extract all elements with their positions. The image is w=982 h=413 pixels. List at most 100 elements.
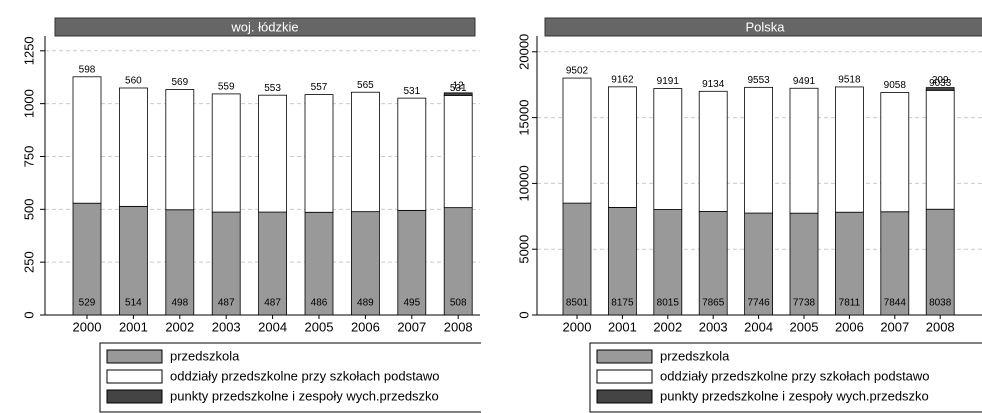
bar-segment xyxy=(443,92,473,96)
bar-segment xyxy=(350,211,380,316)
bar-segment xyxy=(397,97,427,211)
value-label: 514 xyxy=(125,298,142,309)
panel-header xyxy=(54,17,476,37)
bar-segment xyxy=(925,87,955,91)
x-tick-label: 2006 xyxy=(835,319,864,334)
panel-title: woj. łódzkie xyxy=(230,19,298,34)
value-label: 8175 xyxy=(611,298,634,309)
value-label: 8501 xyxy=(566,298,589,309)
value-label: 7746 xyxy=(747,298,770,309)
bar-segment xyxy=(443,207,473,316)
x-tick-label: 2006 xyxy=(351,319,380,334)
legend-label: przedszkola xyxy=(170,348,240,363)
x-tick-label: 2002 xyxy=(653,319,682,334)
bar-segment xyxy=(925,89,955,210)
x-tick-label: 2000 xyxy=(73,319,102,334)
y-tick-label: 20000 xyxy=(516,34,531,70)
x-tick-label: 2004 xyxy=(258,319,287,334)
y-tick-label: 5000 xyxy=(516,235,531,264)
bar-segment xyxy=(925,208,955,316)
bar-segment xyxy=(744,86,773,214)
value-label: 531 xyxy=(450,83,467,94)
x-tick-label: 2005 xyxy=(305,319,334,334)
value-label: 9491 xyxy=(793,76,816,87)
legend-label: przedszkola xyxy=(660,348,730,363)
bar-segment xyxy=(258,211,288,316)
bar-segment xyxy=(744,212,773,316)
bar-segment xyxy=(350,91,380,213)
bar-segment xyxy=(304,94,334,213)
x-tick-label: 2002 xyxy=(165,319,194,334)
value-label: 9191 xyxy=(657,76,680,87)
value-label: 557 xyxy=(311,82,328,93)
value-label: 486 xyxy=(311,298,328,309)
legend-box xyxy=(99,342,481,413)
value-label: 487 xyxy=(264,298,281,309)
bar-segment xyxy=(258,94,288,213)
y-tick-label: 0 xyxy=(516,311,531,318)
value-label: 487 xyxy=(218,298,235,309)
value-label: 9518 xyxy=(838,75,861,86)
bar-segment xyxy=(562,202,592,316)
y-tick-label: 0 xyxy=(21,311,36,318)
x-tick-label: 2005 xyxy=(790,319,819,334)
panel: woj. łódzkie 0 250 500 750 1000 1250 2000 529 598… xyxy=(21,17,481,413)
legend-swatch xyxy=(106,369,163,384)
bar-segment xyxy=(165,209,195,316)
value-label: 560 xyxy=(125,76,142,87)
y-tick-label: 500 xyxy=(21,198,36,220)
value-label: 7738 xyxy=(793,298,816,309)
legend-swatch xyxy=(596,349,653,364)
value-label: 508 xyxy=(450,298,467,309)
value-label: 9553 xyxy=(747,75,770,86)
value-label: 559 xyxy=(218,82,235,93)
x-tick-label: 2001 xyxy=(608,319,637,334)
bar-segment xyxy=(789,87,819,214)
value-label: 7811 xyxy=(839,298,861,309)
bar-segment xyxy=(608,207,637,316)
legend-label: oddziały przedszkolne przy szkołach pods… xyxy=(660,368,930,383)
bar-segment xyxy=(880,92,910,213)
legend-box xyxy=(589,342,982,413)
x-tick-label: 2007 xyxy=(397,319,426,334)
value-label: 531 xyxy=(403,86,420,97)
bar-segment xyxy=(211,93,241,213)
value-label: 8015 xyxy=(657,298,680,309)
value-label: 9134 xyxy=(702,79,725,90)
value-label: 495 xyxy=(403,298,420,309)
value-label: 598 xyxy=(79,64,96,75)
bar-segment xyxy=(165,89,195,211)
panel-header xyxy=(544,17,982,37)
legend-swatch xyxy=(106,349,163,364)
value-label: 9162 xyxy=(611,74,634,85)
y-tick-label: 1250 xyxy=(21,36,36,65)
bar-segment xyxy=(397,209,427,316)
x-tick-label: 2003 xyxy=(699,319,728,334)
x-tick-label: 2004 xyxy=(744,319,773,334)
panel: Polska 0 5000 10000 15000 20000 2000 8501 9502 20… xyxy=(516,17,982,413)
y-tick-label: 10000 xyxy=(516,165,531,201)
x-tick-label: 2003 xyxy=(212,319,241,334)
bar-segment xyxy=(789,212,819,316)
bar-segment xyxy=(72,76,102,204)
value-label: 7844 xyxy=(884,298,907,309)
y-tick-label: 250 xyxy=(21,251,36,273)
panel-title: Polska xyxy=(745,19,785,34)
legend-swatch xyxy=(596,369,653,384)
legend-label: punkty przedszkolne i zespoły wych.przed… xyxy=(170,388,439,403)
bar-segment xyxy=(608,86,637,208)
bar-segment xyxy=(443,94,473,209)
bar-segment xyxy=(562,77,592,204)
value-label: 12 xyxy=(453,80,465,91)
value-label: 9502 xyxy=(566,66,589,77)
y-tick-label: 1000 xyxy=(21,89,36,118)
value-label: 8038 xyxy=(929,298,952,309)
value-label: 529 xyxy=(79,298,96,309)
value-label: 7865 xyxy=(702,298,725,309)
bar-segment xyxy=(698,90,728,212)
legend-swatch xyxy=(596,389,653,404)
value-label: 569 xyxy=(171,77,188,88)
x-tick-label: 2000 xyxy=(563,319,592,334)
bar-segment xyxy=(880,211,910,316)
